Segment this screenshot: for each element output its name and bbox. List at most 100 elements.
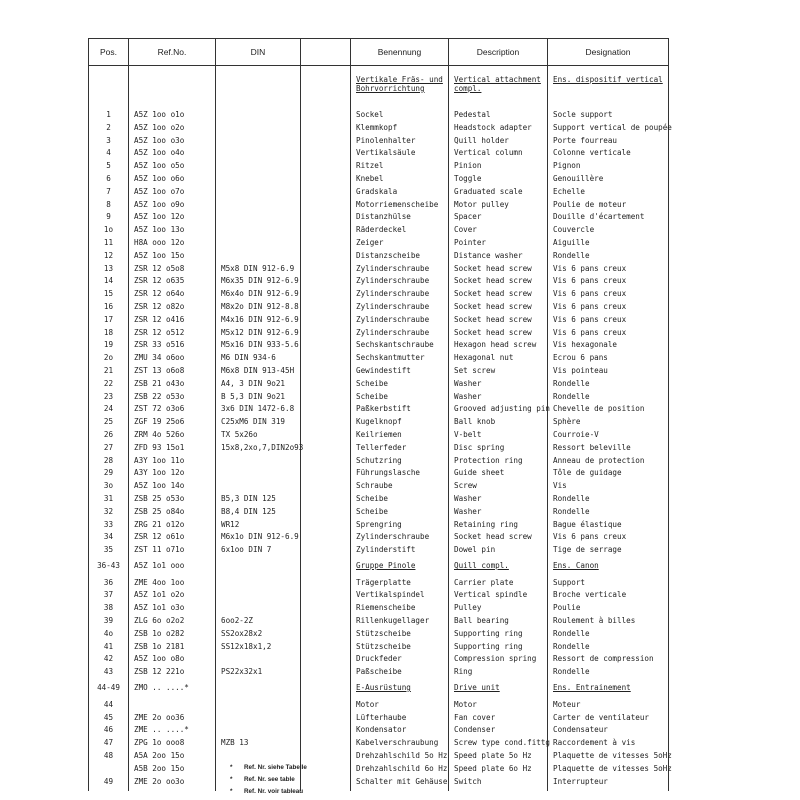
cell-din: 6oo2-2Z xyxy=(215,615,301,628)
cell-designation: Colonne verticale xyxy=(547,147,669,161)
ref-no-text: ZRM 4o 526o xyxy=(134,429,185,439)
ref-no-text: A5Z 1oo o4o xyxy=(134,148,185,158)
cell-description: Set screw xyxy=(448,364,548,378)
benennung-text: Führungslasche xyxy=(356,468,421,478)
designation-text: Rondelle xyxy=(553,667,590,677)
description-text: Vertical attachment compl. xyxy=(454,75,541,93)
designation-text: Vis 6 pans creux xyxy=(553,327,627,337)
ref-no-text: ZME 4oo 1oo xyxy=(134,577,185,587)
cell-description: Vertical column xyxy=(448,147,548,161)
table-row: 2o ZMU 34 o6oo M6 DIN 934-6 Sechskantmutter… xyxy=(88,352,669,365)
cell-designation: Vis 6 pans creux xyxy=(547,275,669,289)
cell-ref-no: ZSR 12 o416 xyxy=(128,313,216,327)
ref-no-text: ZSR 12 o82o xyxy=(134,301,185,311)
cell-benennung: Scheibe xyxy=(350,390,449,404)
parts-table: Pos. Ref.No. DIN Benennung Description D… xyxy=(88,38,672,792)
pos-text: 8 xyxy=(106,199,111,209)
pos-text: 2 xyxy=(106,122,111,132)
cell-description: Drive unit xyxy=(448,679,548,699)
ref-no-text: ZME 2o oo36 xyxy=(134,712,185,722)
cell-designation: Douille d'écartement xyxy=(547,211,669,225)
cell-blank xyxy=(300,556,351,577)
cell-benennung: Ritzel xyxy=(350,160,449,173)
ref-no-text: ZSR 12 o416 xyxy=(134,314,185,324)
cell-ref-no: A5Z 1oo o4o xyxy=(128,147,216,161)
cell-din: M6x4o DIN 912-6.9 xyxy=(215,288,301,301)
cell-description: Supporting ring xyxy=(448,640,548,654)
cell-description: Ring xyxy=(448,666,548,680)
benennung-text: Gewindestift xyxy=(356,365,411,375)
pos-text: 29 xyxy=(103,468,114,478)
cell-din xyxy=(215,750,301,763)
description-text: Socket head screw xyxy=(454,301,532,311)
cell-din: M5x12 DIN 912-6.9 xyxy=(215,326,301,340)
pos-text: 24 xyxy=(103,404,114,414)
cell-blank xyxy=(300,185,351,199)
cell-description: Compression spring xyxy=(448,653,548,667)
cell-din: PS22x32x1 xyxy=(215,666,301,680)
benennung-text: Paßscheibe xyxy=(356,667,402,677)
benennung-text: Schraube xyxy=(356,481,393,491)
cell-designation: Bague élastique xyxy=(547,518,669,532)
cell-ref-no: A5Z 1oo 12o xyxy=(128,211,216,225)
cell-description: Quill holder xyxy=(448,134,548,148)
designation-text: Tôle de guidage xyxy=(553,468,622,478)
description-text: Quill holder xyxy=(454,135,509,145)
benennung-text: Sockel xyxy=(356,110,384,119)
din-text: B 5,3 DIN 9o21 xyxy=(221,391,286,401)
benennung-text: Zeiger xyxy=(356,237,384,247)
pos-text: 13 xyxy=(103,263,114,273)
description-text: V-belt xyxy=(454,429,482,439)
cell-description: Switch xyxy=(448,775,548,792)
ref-no-text: ZSB 25 o84o xyxy=(134,506,185,516)
table-row: 6 A5Z 1oo o6o Knebel Toggle Genouillère xyxy=(88,172,669,186)
cell-ref-no: ZRG 21 o12o xyxy=(128,518,216,532)
description-text: Grooved adjusting pin xyxy=(454,404,551,414)
cell-designation: Vis pointeau xyxy=(547,364,669,378)
description-text: Screw type cond.fittg xyxy=(454,738,551,748)
benennung-text: Rillenkugellager xyxy=(356,616,430,626)
cell-ref-no: ZSR 12 o512 xyxy=(128,326,216,340)
description-text: Supporting ring xyxy=(454,628,523,638)
description-text: Compression spring xyxy=(454,654,537,664)
cell-pos: 9 xyxy=(88,211,129,225)
ref-no-text: ZSB 1o 2181 xyxy=(134,641,185,651)
cell-designation: Vis 6 pans creux xyxy=(547,288,669,301)
cell-pos xyxy=(88,762,129,776)
din-text: M6x8 DIN 913-45H xyxy=(221,365,295,375)
pos-text: 49 xyxy=(103,776,114,786)
cell-ref-no: ZSR 12 o5o8 xyxy=(128,262,216,276)
cell-benennung: Sprengring xyxy=(350,518,449,532)
cell-blank xyxy=(300,711,351,725)
cell-designation: Couvercle xyxy=(547,224,669,237)
ref-no-text: ZST 11 o71o xyxy=(134,545,185,555)
description-text: Dowel pin xyxy=(454,545,496,555)
benennung-text: Scheibe xyxy=(356,506,389,516)
cell-benennung: Scheibe xyxy=(350,492,449,506)
cell-din xyxy=(215,147,301,161)
designation-text: Raccordement à vis xyxy=(553,738,636,748)
cell-ref-no: ZGF 19 25o6 xyxy=(128,416,216,429)
cell-designation: Carter de ventilateur xyxy=(547,711,669,725)
cell-blank xyxy=(300,724,351,738)
cell-blank xyxy=(300,403,351,417)
benennung-text: Distanzscheibe xyxy=(356,250,421,260)
cell-din: M6 DIN 934-6 xyxy=(215,352,301,365)
table-row: 7 A5Z 1oo o7o Gradskala Graduated scale Eche… xyxy=(88,185,669,199)
cell-din: M8x2o DIN 912-8.8 xyxy=(215,300,301,314)
pos-text: 7 xyxy=(106,186,111,196)
cell-benennung: Zylinderschraube xyxy=(350,275,449,289)
cell-designation: Rondelle xyxy=(547,640,669,654)
description-text: Disc spring xyxy=(454,442,505,452)
cell-blank xyxy=(300,492,351,506)
cell-designation: Porte fourreau xyxy=(547,134,669,148)
pos-text: 3o xyxy=(103,481,114,491)
cell-blank xyxy=(300,679,351,699)
cell-din: 6x1oo DIN 7 xyxy=(215,544,301,557)
cell-pos: 15 xyxy=(88,288,129,301)
benennung-text: Räderdeckel xyxy=(356,225,407,235)
cell-blank xyxy=(300,737,351,751)
designation-text: Rondelle xyxy=(553,250,590,260)
benennung-text: Sprengring xyxy=(356,519,402,529)
cell-din: M4x16 DIN 912-6.9 xyxy=(215,313,301,327)
